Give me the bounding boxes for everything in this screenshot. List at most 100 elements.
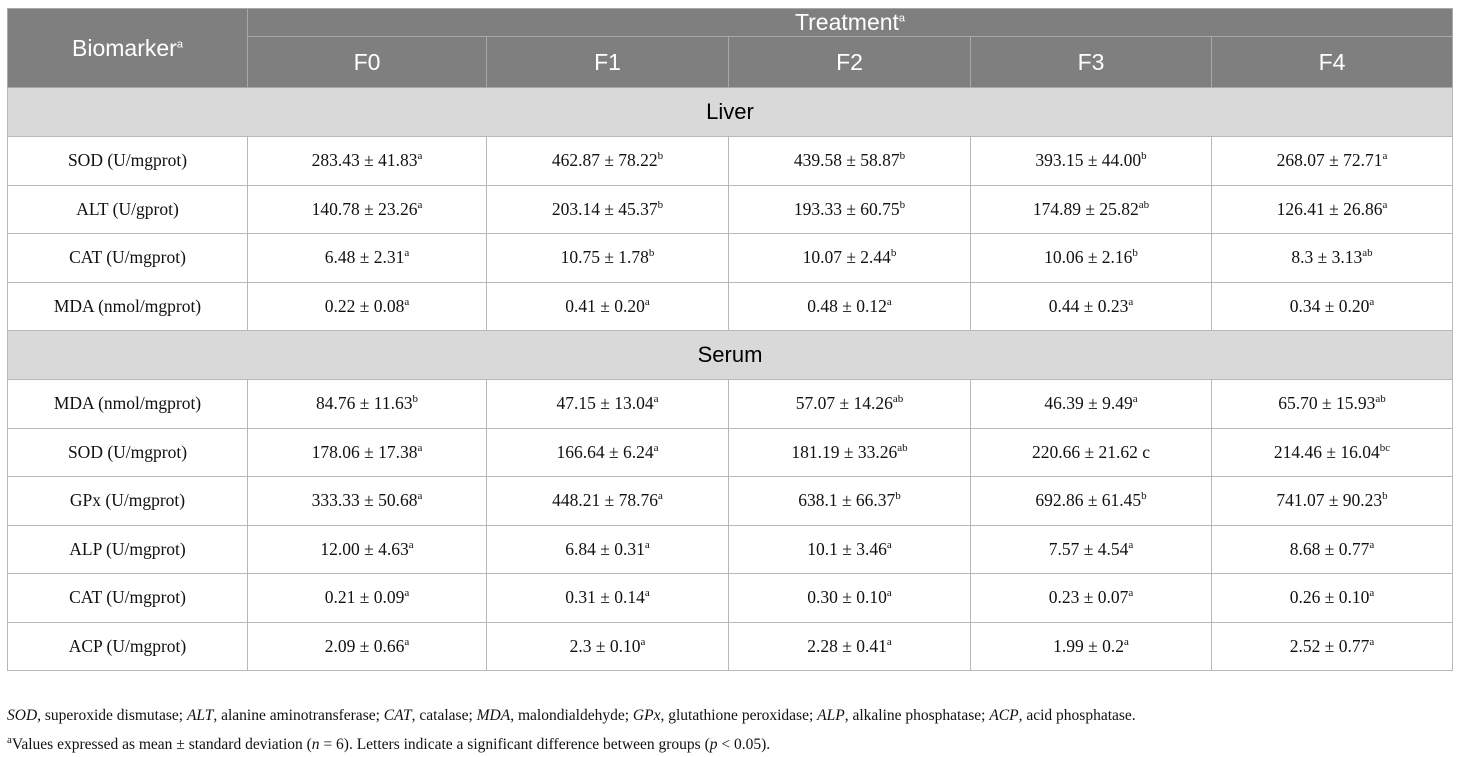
header-cell: F2 (728, 36, 971, 88)
superscript: b (1141, 150, 1147, 163)
superscript: a (886, 587, 892, 600)
cell-text: 0.26 ± 0.10 (1289, 587, 1370, 608)
data-cell: 12.00 ± 4.63a (247, 524, 487, 574)
superscript: a (644, 587, 650, 600)
superscript: a (1382, 150, 1388, 163)
data-cell: 2.3 ± 0.10a (486, 621, 729, 671)
data-cell: 0.34 ± 0.20a (1211, 281, 1453, 331)
cell-text: 0.23 ± 0.07 (1048, 587, 1129, 608)
cell-text: 140.78 ± 23.26 (311, 198, 418, 219)
data-cell: 741.07 ± 90.23b (1211, 476, 1453, 526)
data-cell: 181.19 ± 33.26ab (728, 427, 971, 477)
superscript: a (417, 490, 423, 503)
cell-text: 0.48 ± 0.12 (807, 295, 887, 316)
footnote-text: CAT (383, 707, 412, 724)
footnote-text: , catalase; (411, 707, 477, 724)
footnote-text: , glutathione peroxidase; (660, 707, 818, 724)
footnote-text: , malondialdehyde; (510, 707, 633, 724)
row-label: GPx (U/mgprot) (7, 476, 248, 526)
superscript: b (1132, 247, 1138, 260)
data-cell: 638.1 ± 66.37b (728, 476, 971, 526)
superscript: ab (897, 441, 908, 454)
section-row: Liver (7, 87, 1453, 137)
superscript: b (648, 247, 655, 260)
data-cell: 692.86 ± 61.45b (970, 476, 1212, 526)
footnote-text: p (709, 736, 718, 754)
data-cell: 462.87 ± 78.22b (486, 136, 729, 186)
cell-text: 2.52 ± 0.77 (1289, 635, 1370, 656)
superscript: a (417, 441, 423, 454)
cell-text: 462.87 ± 78.22 (551, 150, 658, 171)
data-cell: 10.06 ± 2.16b (970, 233, 1212, 283)
superscript: ab (1375, 393, 1386, 406)
header-row: Biomarkera Treatmenta (7, 8, 1453, 88)
row-label: CAT (U/mgprot) (7, 233, 248, 283)
cell-text: 393.15 ± 44.00 (1035, 150, 1142, 171)
cell-text: 692.86 ± 61.45 (1035, 490, 1142, 511)
footnote-text: , acid phosphatase. (1018, 707, 1136, 724)
data-row: MDA (nmol/mgprot) 0.22 ± 0.08a 0.41 ± 0.20… (7, 281, 1453, 331)
data-cell: 0.30 ± 0.10a (728, 573, 971, 623)
data-cell: 283.43 ± 41.83a (247, 136, 487, 186)
cell-text: 1.99 ± 0.2 (1053, 635, 1124, 656)
cell-text: 47.15 ± 13.04 (556, 393, 654, 414)
superscript: a (1128, 295, 1134, 308)
superscript: b (657, 150, 664, 163)
superscript: a (886, 635, 892, 648)
data-cell: 47.15 ± 13.04a (486, 379, 729, 429)
row-label: MDA (nmol/mgprot) (7, 281, 248, 331)
cell-text: 193.33 ± 60.75 (793, 198, 900, 219)
header-cell: F0 (247, 36, 487, 88)
cell-text: 7.57 ± 4.54 (1048, 538, 1129, 559)
superscript: a (176, 37, 183, 50)
superscript: a (1382, 198, 1388, 211)
data-row: MDA (nmol/mgprot) 84.76 ± 11.63b 47.15 ± 1… (7, 379, 1453, 429)
cell-text: 84.76 ± 11.63 (316, 393, 413, 414)
superscript: a (1123, 635, 1129, 648)
data-cell: 65.70 ± 15.93ab (1211, 379, 1453, 429)
cell-text: 6.48 ± 2.31 (324, 247, 405, 268)
data-cell: 2.52 ± 0.77a (1211, 621, 1453, 671)
cell-text: 333.33 ± 50.68 (311, 490, 418, 511)
superscript: b (1382, 490, 1388, 503)
superscript: b (412, 393, 418, 406)
data-cell: 10.1 ± 3.46a (728, 524, 971, 574)
footnote-text: < 0.05). (717, 736, 771, 754)
cell-text: 203.14 ± 45.37 (551, 198, 658, 219)
section-row: Serum (7, 330, 1453, 380)
cell-text: 638.1 ± 66.37 (798, 490, 896, 511)
footnote-text: MDA (476, 707, 511, 724)
data-cell: 393.15 ± 44.00b (970, 136, 1212, 186)
footnote-text: , superoxide dismutase; (37, 707, 187, 724)
cell-text: 0.41 ± 0.20 (565, 295, 645, 316)
section-title: Liver (7, 87, 1453, 137)
footnotes: SOD, superoxide dismutase; ALT, alanine … (7, 704, 1136, 757)
superscript: a (657, 490, 663, 503)
cell-text: 10.06 ± 2.16 (1044, 247, 1133, 268)
cell-text: 174.89 ± 25.82 (1032, 198, 1139, 219)
data-cell: 84.76 ± 11.63b (247, 379, 487, 429)
data-cell: 57.07 ± 14.26ab (728, 379, 971, 429)
superscript: a (1128, 587, 1134, 600)
footnote-text: GPx (632, 707, 661, 724)
cell-text: 268.07 ± 72.71 (1276, 150, 1383, 171)
data-cell: 214.46 ± 16.04bc (1211, 427, 1453, 477)
data-cell: 333.33 ± 50.68a (247, 476, 487, 526)
data-cell: 126.41 ± 26.86a (1211, 184, 1453, 234)
superscript: bc (1379, 441, 1391, 454)
data-cell: 268.07 ± 72.71a (1211, 136, 1453, 186)
cell-text: Treatment (794, 9, 899, 35)
footnote-text: SOD (7, 707, 38, 724)
cell-text: 2.3 ± 0.10 (569, 635, 641, 656)
cell-text: 2.28 ± 0.41 (807, 635, 887, 656)
footnote: aValues expressed as mean ± standard dev… (7, 728, 1136, 757)
cell-text: 8.3 ± 3.13 (1291, 247, 1363, 268)
superscript: b (899, 198, 906, 211)
superscript: a (1369, 295, 1375, 308)
row-label: ALT (U/gprot) (7, 184, 248, 234)
data-row: ALT (U/gprot) 140.78 ± 23.26 a 203.14 ± 45.… (7, 184, 1453, 234)
superscript: b (890, 247, 897, 260)
cell-text: 0.30 ± 0.10 (807, 587, 887, 608)
superscript: a (417, 150, 423, 163)
